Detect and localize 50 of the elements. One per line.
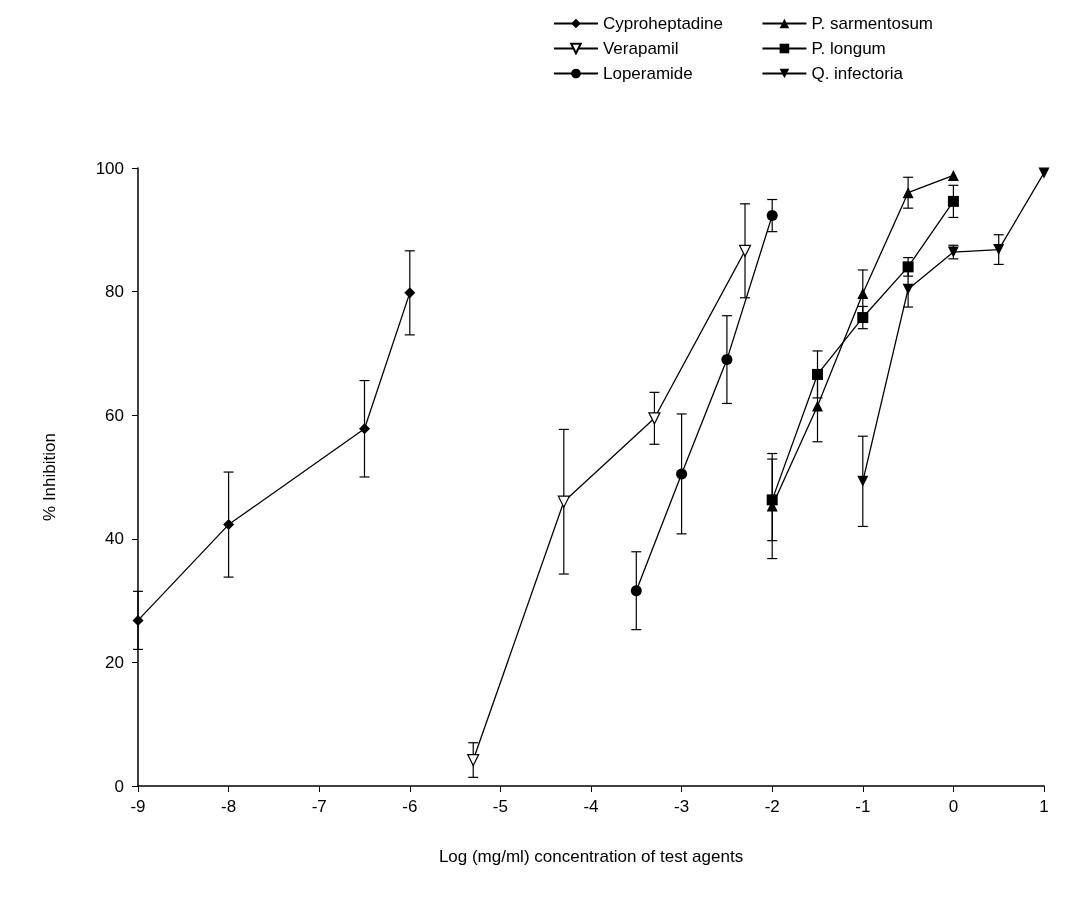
point (557, 495, 570, 508)
point (738, 244, 752, 257)
x-tick-label: -8 (221, 797, 237, 816)
point (993, 244, 1005, 256)
point (648, 412, 661, 425)
point (857, 287, 869, 299)
y-tick-label: 100 (95, 158, 124, 178)
y-tick-label: 60 (105, 405, 124, 425)
point (812, 400, 823, 412)
point (902, 261, 914, 273)
x-tick-label: -1 (855, 797, 871, 816)
point (1038, 167, 1050, 179)
x-tick-label: -4 (583, 797, 599, 816)
legend-label: P. longum (811, 39, 886, 58)
y-tick-label: 80 (105, 282, 124, 302)
x-tick-label: -9 (130, 797, 146, 816)
legend-label: Cyproheptadine (602, 14, 723, 33)
point (630, 585, 642, 597)
x-tick-label: 1 (1039, 797, 1049, 816)
x-tick-label: -6 (402, 797, 418, 816)
point (857, 312, 869, 324)
point (766, 494, 778, 506)
point (404, 287, 416, 299)
point (132, 614, 144, 626)
x-tick-label: 0 (948, 797, 959, 816)
y-axis-title: % Inhibition (40, 433, 59, 521)
point (857, 475, 869, 487)
point (721, 354, 733, 366)
y-tick-label: 20 (105, 652, 124, 672)
x-axis-title: Log (mg/ml) concentration of test agents (438, 847, 744, 866)
y-tick-label: 40 (105, 529, 124, 549)
point (766, 210, 778, 222)
legend-label: Q. infectoria (811, 64, 904, 83)
x-tick-label: -5 (492, 797, 508, 816)
point (467, 753, 480, 767)
x-tick-label: -7 (311, 797, 327, 816)
point (676, 468, 688, 480)
point (812, 368, 823, 380)
point (902, 283, 914, 295)
x-tick-label: -2 (764, 797, 780, 816)
point (359, 423, 370, 435)
point (223, 519, 235, 531)
y-tick-label: 0 (114, 776, 124, 796)
legend-label: Loperamide (602, 64, 693, 83)
point (947, 195, 959, 207)
point (947, 169, 959, 181)
x-tick-label: -3 (674, 797, 690, 816)
legend-label: P. sarmentosum (811, 14, 933, 33)
legend-label: Verapamil (602, 39, 679, 58)
point (902, 187, 914, 199)
